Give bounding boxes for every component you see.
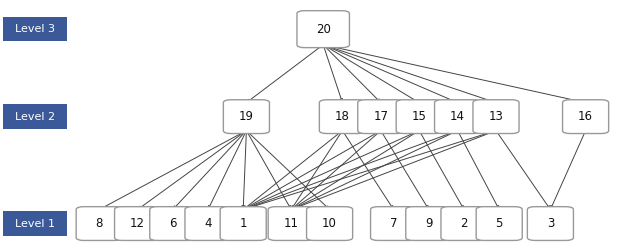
- FancyBboxPatch shape: [406, 207, 452, 241]
- Text: 6: 6: [169, 217, 177, 230]
- FancyBboxPatch shape: [185, 207, 231, 241]
- Text: Level 1: Level 1: [15, 218, 55, 229]
- Text: 17: 17: [373, 110, 388, 123]
- FancyBboxPatch shape: [527, 207, 573, 241]
- FancyBboxPatch shape: [358, 100, 404, 134]
- Text: 15: 15: [412, 110, 427, 123]
- Text: 4: 4: [204, 217, 212, 230]
- Text: 18: 18: [335, 110, 350, 123]
- Text: 19: 19: [239, 110, 254, 123]
- FancyBboxPatch shape: [371, 207, 417, 241]
- Text: 9: 9: [425, 217, 433, 230]
- FancyBboxPatch shape: [563, 100, 609, 134]
- Text: 2: 2: [460, 217, 468, 230]
- FancyBboxPatch shape: [441, 207, 487, 241]
- Text: 7: 7: [390, 217, 397, 230]
- FancyBboxPatch shape: [476, 207, 522, 241]
- Text: 1: 1: [239, 217, 247, 230]
- FancyBboxPatch shape: [115, 207, 161, 241]
- Text: 3: 3: [547, 217, 554, 230]
- FancyBboxPatch shape: [435, 100, 481, 134]
- Text: 5: 5: [495, 217, 503, 230]
- Text: 13: 13: [488, 110, 504, 123]
- FancyBboxPatch shape: [76, 207, 122, 241]
- Text: 14: 14: [450, 110, 465, 123]
- Text: 8: 8: [95, 217, 103, 230]
- Text: Level 2: Level 2: [15, 112, 55, 122]
- FancyBboxPatch shape: [473, 100, 519, 134]
- FancyBboxPatch shape: [3, 211, 67, 236]
- Text: Level 3: Level 3: [15, 24, 55, 34]
- FancyBboxPatch shape: [3, 17, 67, 41]
- FancyBboxPatch shape: [297, 11, 349, 48]
- FancyBboxPatch shape: [220, 207, 266, 241]
- FancyBboxPatch shape: [396, 100, 442, 134]
- FancyBboxPatch shape: [319, 100, 365, 134]
- Text: 12: 12: [130, 217, 145, 230]
- Text: 11: 11: [284, 217, 299, 230]
- FancyBboxPatch shape: [223, 100, 269, 134]
- FancyBboxPatch shape: [150, 207, 196, 241]
- Text: 16: 16: [578, 110, 593, 123]
- FancyBboxPatch shape: [268, 207, 314, 241]
- FancyBboxPatch shape: [3, 104, 67, 129]
- Text: 10: 10: [322, 217, 337, 230]
- FancyBboxPatch shape: [307, 207, 353, 241]
- Text: 20: 20: [316, 23, 331, 36]
